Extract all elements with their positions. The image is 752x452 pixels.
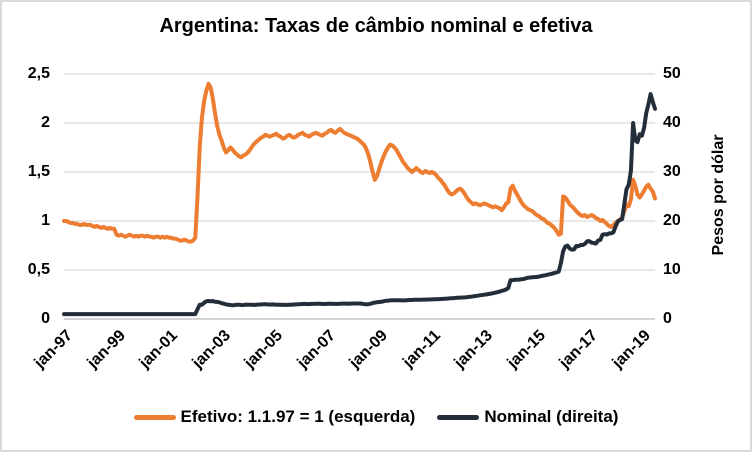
y-right-tick-label: 20 xyxy=(663,212,681,229)
right-axis-title: Pesos por dólar xyxy=(710,134,727,256)
legend-label-nominal: Nominal (direita) xyxy=(484,407,619,426)
y-left-tick-label: 1 xyxy=(41,212,50,229)
nominal-line-swatch xyxy=(437,414,480,420)
y-left-tick-label: 0 xyxy=(41,310,50,327)
legend-item-efetivo: Efetivo: 1.1.97 = 1 (esquerda) xyxy=(133,407,416,427)
y-right-tick-label: 10 xyxy=(663,261,681,278)
series-line-nominal xyxy=(62,92,657,317)
legend-item-nominal: Nominal (direita) xyxy=(437,407,618,427)
legend-label-efetivo: Efetivo: 1.1.97 = 1 (esquerda) xyxy=(180,407,416,426)
chart-title: Argentina: Taxas de câmbio nominal e efe… xyxy=(159,15,593,37)
series-line-efetivo xyxy=(62,81,657,244)
efetivo-line-swatch xyxy=(133,414,176,420)
y-left-tick-label: 2 xyxy=(41,114,50,131)
y-right-tick-label: 0 xyxy=(663,310,672,327)
y-right-tick-label: 40 xyxy=(663,114,681,131)
y-left-tick-label: 0,5 xyxy=(27,261,50,278)
y-right-tick-label: 50 xyxy=(663,65,681,82)
y-left-tick-label: 2,5 xyxy=(27,65,50,82)
legend: Efetivo: 1.1.97 = 1 (esquerda) Nominal (… xyxy=(2,407,750,427)
y-right-tick-label: 30 xyxy=(663,163,681,180)
y-left-tick-label: 1,5 xyxy=(27,163,50,180)
